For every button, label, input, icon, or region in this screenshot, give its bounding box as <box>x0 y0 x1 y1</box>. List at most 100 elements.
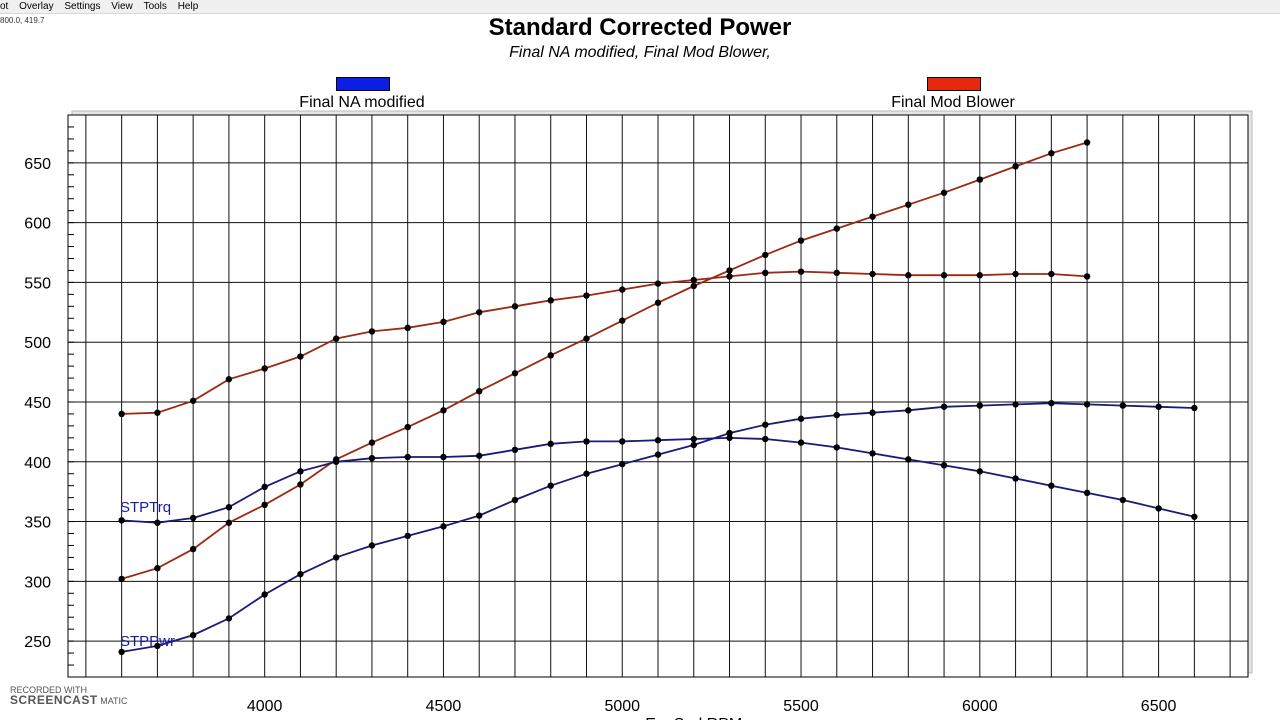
data-point <box>869 213 876 220</box>
data-point <box>976 176 984 183</box>
menu-item-help[interactable]: Help <box>177 1 199 12</box>
menu-item-overlay[interactable]: Overlay <box>19 1 54 12</box>
data-point <box>154 409 161 416</box>
data-point <box>118 410 125 418</box>
y-tick-label: 550 <box>24 275 51 292</box>
y-tick-label: 300 <box>24 574 51 591</box>
data-point <box>583 335 590 342</box>
x-axis-label: EngSpd RPM <box>645 716 742 720</box>
series-label-stppwr: STPPwr <box>120 633 175 650</box>
data-point <box>1012 401 1019 408</box>
data-point <box>261 365 268 372</box>
data-point <box>440 318 447 326</box>
data-point <box>118 575 125 583</box>
data-point <box>1155 403 1162 410</box>
data-point <box>261 501 268 509</box>
data-point <box>940 403 948 410</box>
data-point <box>690 276 697 284</box>
data-point <box>1191 404 1198 412</box>
data-point <box>654 299 662 306</box>
data-point <box>1048 270 1055 278</box>
data-point <box>690 435 697 443</box>
data-point <box>690 441 697 449</box>
menu-bar: ot Overlay Settings View Tools Help <box>0 0 1280 14</box>
watermark-suffix: MATIC <box>100 696 128 706</box>
data-point <box>833 269 840 277</box>
data-point <box>1012 270 1019 278</box>
cursor-coordinate-readout: 800.0, 419.7 <box>0 16 45 25</box>
data-point <box>797 415 805 422</box>
data-point <box>833 225 840 232</box>
y-tick-label: 400 <box>24 455 51 472</box>
data-point <box>332 458 340 465</box>
data-point <box>1083 273 1091 280</box>
chart-subtitle: Final NA modified, Final Mod Blower, <box>509 44 771 61</box>
series-line-1 <box>121 141 1088 580</box>
menu-item-settings[interactable]: Settings <box>64 1 101 12</box>
x-tick-label: 6000 <box>962 698 998 715</box>
data-point <box>225 504 233 511</box>
data-point <box>476 309 483 316</box>
chart-title: Standard Corrected Power <box>488 14 792 41</box>
data-point <box>1083 489 1091 497</box>
x-tick-label: 4000 <box>247 698 283 715</box>
data-point <box>547 482 554 489</box>
data-point <box>1119 402 1127 409</box>
data-point <box>189 631 197 639</box>
data-point <box>189 545 197 553</box>
data-point <box>619 317 626 324</box>
data-point <box>118 648 125 656</box>
data-point <box>547 352 554 359</box>
data-point <box>1191 513 1198 520</box>
data-point <box>940 189 948 196</box>
x-tick-label: 6500 <box>1141 698 1177 715</box>
x-tick-label: 5000 <box>604 698 640 715</box>
data-point <box>833 411 840 419</box>
data-point <box>368 542 376 549</box>
data-point <box>726 429 733 437</box>
data-point <box>905 201 912 208</box>
data-point <box>583 438 590 445</box>
data-point <box>1155 505 1162 512</box>
watermark-brand: SCREENCAST <box>10 693 98 707</box>
y-tick-label: 600 <box>24 216 51 233</box>
data-point <box>476 512 483 519</box>
data-point <box>905 272 912 279</box>
x-tick-label: 5500 <box>783 698 819 715</box>
data-point <box>976 272 984 279</box>
data-point <box>511 496 519 504</box>
data-point <box>297 468 304 475</box>
data-point <box>1083 401 1091 408</box>
data-point <box>976 468 984 475</box>
data-point <box>1048 150 1055 157</box>
data-point <box>404 453 411 461</box>
data-point <box>261 591 268 598</box>
data-point <box>440 453 447 461</box>
data-point <box>404 423 411 431</box>
menu-item-tools[interactable]: Tools <box>143 1 167 12</box>
data-point <box>1048 399 1055 407</box>
menu-item-view[interactable]: View <box>111 1 133 12</box>
data-point <box>368 439 376 446</box>
data-point <box>225 376 233 383</box>
data-point <box>726 267 733 274</box>
recording-watermark: RECORDED WITH SCREENCAST MATIC <box>10 685 128 706</box>
y-tick-label: 350 <box>24 515 51 532</box>
data-point <box>511 370 519 377</box>
menu-item-plot[interactable]: ot <box>0 1 9 12</box>
data-point <box>440 407 447 414</box>
data-point <box>297 481 304 488</box>
data-point <box>332 335 340 342</box>
data-point <box>762 435 769 443</box>
data-point <box>189 397 197 404</box>
data-point <box>547 440 554 448</box>
data-point <box>869 270 876 278</box>
data-point <box>869 450 876 457</box>
data-point <box>940 462 948 469</box>
data-point <box>797 439 805 446</box>
data-point <box>189 514 197 522</box>
data-point <box>154 564 161 572</box>
data-point <box>225 615 233 622</box>
data-point <box>261 483 268 491</box>
